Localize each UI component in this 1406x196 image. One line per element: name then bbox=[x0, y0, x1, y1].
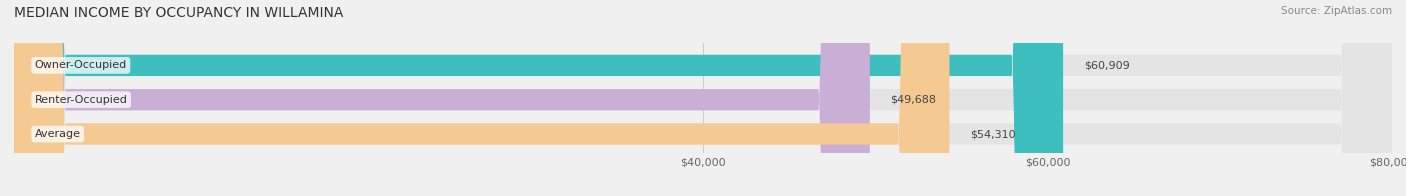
Text: Source: ZipAtlas.com: Source: ZipAtlas.com bbox=[1281, 6, 1392, 16]
FancyBboxPatch shape bbox=[14, 0, 1392, 196]
Text: Renter-Occupied: Renter-Occupied bbox=[35, 95, 128, 105]
Text: Owner-Occupied: Owner-Occupied bbox=[35, 60, 127, 70]
FancyBboxPatch shape bbox=[14, 0, 1392, 196]
FancyBboxPatch shape bbox=[14, 0, 1392, 196]
Text: $54,310: $54,310 bbox=[970, 129, 1015, 139]
Text: Average: Average bbox=[35, 129, 80, 139]
Text: $60,909: $60,909 bbox=[1084, 60, 1129, 70]
Text: $49,688: $49,688 bbox=[890, 95, 936, 105]
FancyBboxPatch shape bbox=[14, 0, 1063, 196]
Text: MEDIAN INCOME BY OCCUPANCY IN WILLAMINA: MEDIAN INCOME BY OCCUPANCY IN WILLAMINA bbox=[14, 6, 343, 20]
FancyBboxPatch shape bbox=[14, 0, 870, 196]
FancyBboxPatch shape bbox=[14, 0, 949, 196]
